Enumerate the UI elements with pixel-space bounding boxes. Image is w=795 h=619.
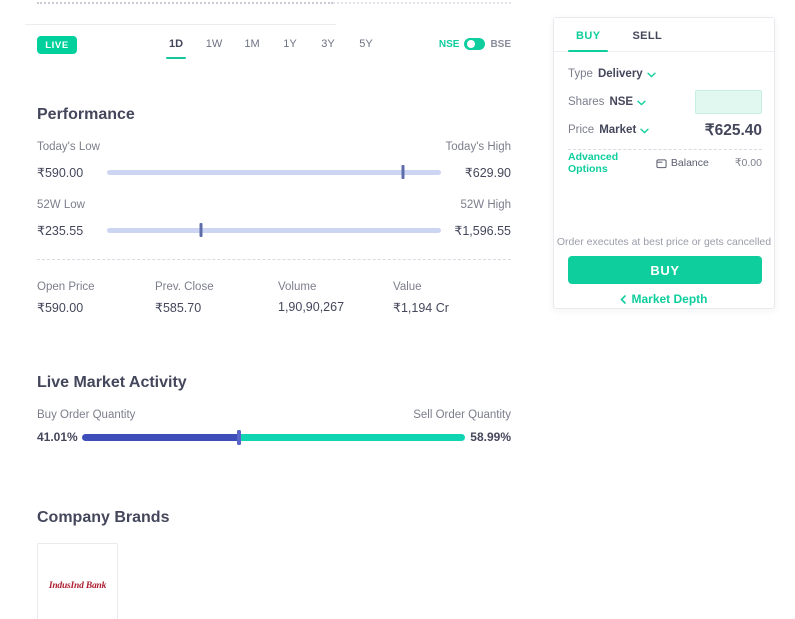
bse-label: BSE (490, 38, 511, 50)
indusind-bank-logo: IndusInd Bank (48, 580, 107, 591)
tab-1y[interactable]: 1Y (283, 38, 297, 50)
todays-low-value: ₹590.00 (37, 165, 84, 180)
slider-track (107, 169, 441, 175)
order-price-row: Price Market ₹625.40 (568, 116, 762, 144)
ratio-divider-handle (237, 429, 242, 445)
todays-high-label: Today's High (445, 141, 511, 153)
nse-bse-toggle[interactable] (464, 38, 486, 50)
nse-label: NSE (438, 38, 460, 50)
sell-percentage: 58.99% (470, 430, 511, 444)
chevron-down-icon (647, 72, 656, 78)
live-badge: LIVE (37, 36, 77, 54)
order-tabs: BUY SELL (554, 18, 774, 52)
chart-dashed-line-light (333, 2, 511, 4)
todays-high-value: ₹629.90 (464, 165, 511, 180)
company-brands-title: Company Brands (37, 509, 170, 526)
tab-buy[interactable]: BUY (568, 30, 609, 52)
todays-range-slider (107, 164, 441, 180)
price-label: Price (568, 124, 595, 136)
exchange-switch-group: NSE BSE (439, 38, 511, 50)
live-market-activity-section: Live Market Activity Buy Order Quantity … (37, 374, 511, 445)
chart-dashed-line (37, 2, 333, 4)
52w-range-slider (107, 222, 441, 238)
52w-range-row: 52W Low 52W High ₹235.55 ₹1,596.55 (37, 199, 511, 240)
dashed-divider (568, 149, 762, 150)
active-tab-underline (568, 50, 609, 52)
52w-high-label: 52W High (460, 199, 512, 211)
tab-sell[interactable]: SELL (632, 30, 663, 42)
stat-value: Value ₹1,194 Cr (393, 281, 449, 315)
shares-exchange-value: NSE (609, 96, 634, 108)
toggle-knob-icon (466, 40, 475, 48)
order-type-row[interactable]: Type Delivery (568, 60, 762, 88)
buy-order-quantity-label: Buy Order Quantity (37, 409, 136, 421)
buy-percentage: 41.01% (37, 430, 78, 444)
price-type-value: Market (599, 124, 637, 136)
market-depth-link[interactable]: Market Depth (554, 292, 774, 306)
dashed-divider (37, 259, 511, 260)
todays-low-label: Today's Low (37, 141, 100, 153)
performance-title: Performance (37, 106, 135, 123)
active-tab-underline (166, 57, 186, 59)
tab-1d[interactable]: 1D (157, 34, 195, 59)
shares-quantity-input[interactable] (695, 90, 762, 114)
shares-label: Shares (568, 96, 605, 108)
brand-card: IndusInd Bank (37, 543, 118, 619)
tab-5y[interactable]: 5Y (359, 38, 373, 50)
tab-1w[interactable]: 1W (205, 38, 223, 50)
buy-button[interactable]: BUY (568, 256, 762, 284)
tab-3y[interactable]: 3Y (321, 38, 335, 50)
type-label: Type (568, 68, 593, 80)
52w-high-value: ₹1,596.55 (454, 223, 511, 238)
order-execution-note: Order executes at best price or gets can… (556, 236, 772, 248)
sell-segment (239, 433, 465, 441)
type-value: Delivery (597, 68, 643, 80)
key-stats-row: Open Price ₹590.00 Prev. Close ₹585.70 V… (37, 281, 511, 315)
company-brands-section: Company Brands IndusInd Bank (37, 509, 511, 619)
timeframe-tabs: 1D 1W 1M 1Y 3Y 5Y (157, 34, 385, 59)
order-shares-row: Shares NSE (568, 88, 762, 116)
stat-prev-close: Prev. Close ₹585.70 (155, 281, 214, 315)
balance-group: Balance (656, 157, 709, 169)
chevron-down-icon[interactable] (637, 100, 646, 106)
order-panel: BUY SELL Type Delivery Shares NSE Price … (553, 17, 775, 309)
balance-label: Balance (670, 157, 709, 169)
chart-toolbar: LIVE 1D 1W 1M 1Y 3Y 5Y NSE BSE (37, 34, 511, 59)
52w-low-value: ₹235.55 (37, 223, 84, 238)
section-divider (25, 24, 336, 25)
todays-range-row: Today's Low Today's High ₹590.00 ₹629.90 (37, 141, 511, 182)
stat-volume: Volume 1,90,90,267 (278, 281, 345, 314)
stat-open-price: Open Price ₹590.00 (37, 281, 95, 315)
sell-order-quantity-label: Sell Order Quantity (413, 409, 511, 421)
wallet-icon (656, 158, 667, 169)
current-price-marker (199, 223, 203, 237)
current-price-marker (401, 165, 405, 179)
52w-low-label: 52W Low (37, 199, 85, 211)
chevron-left-icon (620, 294, 627, 304)
tab-1m[interactable]: 1M (244, 38, 260, 50)
market-price-amount: ₹625.40 (704, 121, 762, 139)
buy-segment (82, 433, 240, 441)
chevron-down-icon[interactable] (640, 128, 649, 134)
buy-sell-ratio-bar (82, 429, 465, 445)
advanced-options-row: Advanced Options Balance ₹0.00 (568, 150, 762, 176)
advanced-options-link[interactable]: Advanced Options (568, 151, 619, 175)
performance-section: Performance Today's Low Today's High ₹59… (37, 106, 511, 315)
slider-track (107, 227, 441, 233)
live-market-activity-title: Live Market Activity (37, 374, 187, 391)
balance-value: ₹0.00 (734, 157, 762, 169)
